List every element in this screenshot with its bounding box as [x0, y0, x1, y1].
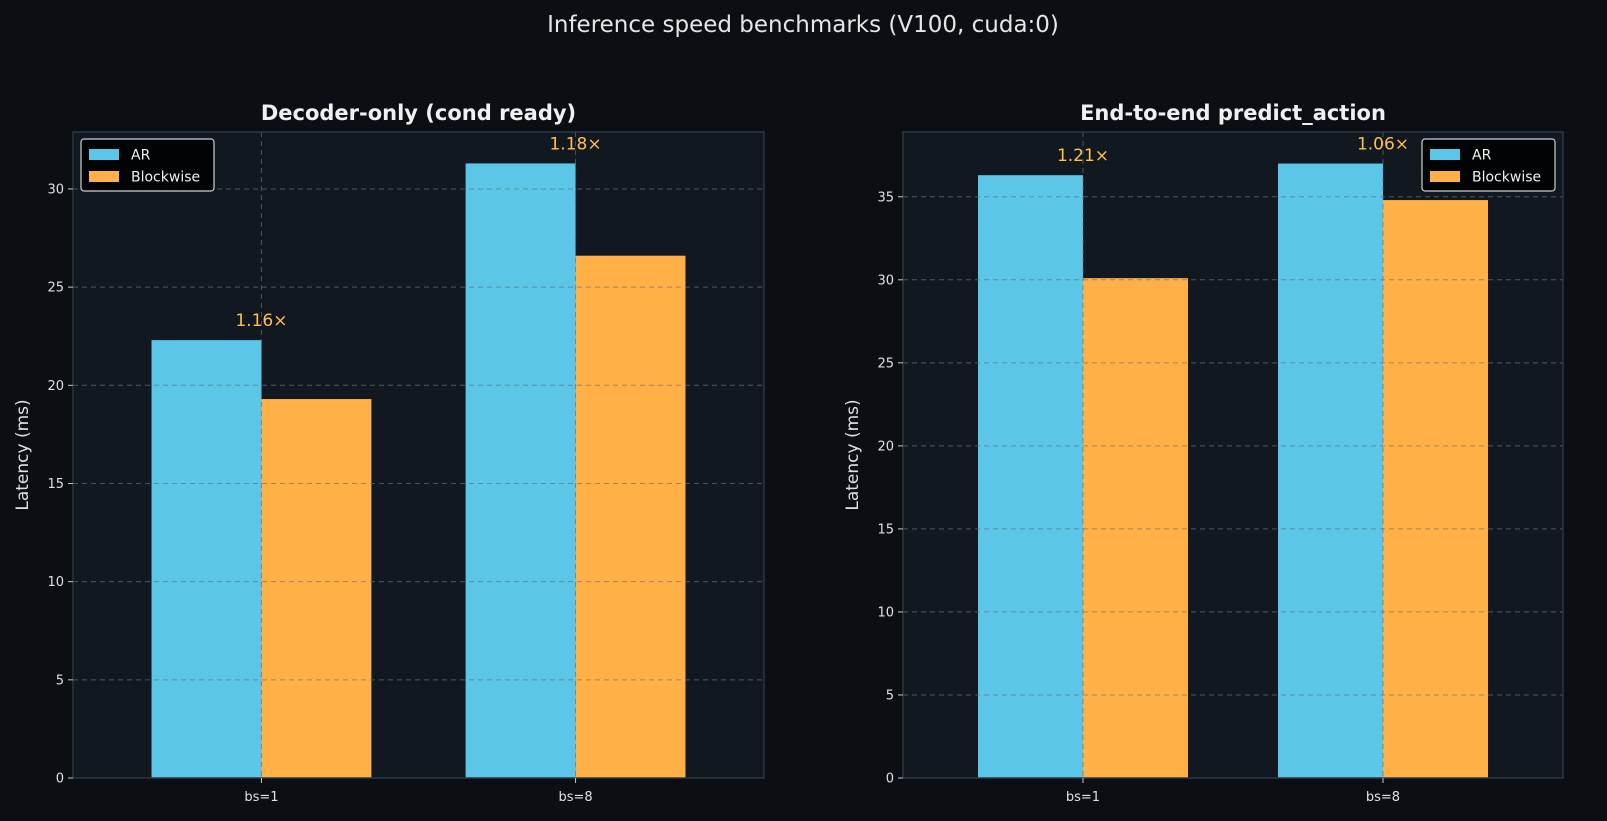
ytick-label: 10 — [877, 605, 894, 620]
bar-blockwise-bs=1 — [261, 399, 372, 778]
axes-frame — [902, 131, 1564, 779]
bar-ar-bs=1 — [151, 340, 262, 778]
bars — [978, 163, 1488, 779]
bar-ar-bs=8 — [1278, 163, 1383, 778]
legend-label-blockwise: Blockwise — [131, 170, 200, 186]
bars — [151, 163, 686, 779]
bar-blockwise-bs=8 — [575, 255, 686, 778]
bar-ar-bs=1 — [978, 175, 1083, 779]
bar-ar-bs=8 — [465, 163, 576, 779]
ytick-label: 0 — [56, 772, 64, 787]
charts: 1.16× 1.18× 0 5 10 15 20 25 30 bs=1 bs=8 Decoder-on… — [13, 101, 1564, 805]
y-axis-label: Latency (ms) — [13, 399, 33, 510]
legend-swatch-ar — [89, 149, 119, 160]
figure-title: Inference speed benchmarks (V100, cuda:0… — [547, 12, 1059, 38]
xtick-label: bs=1 — [1066, 790, 1100, 805]
legend-label-ar: AR — [1472, 148, 1492, 164]
ytick-label: 25 — [47, 281, 64, 296]
ytick-label: 20 — [47, 379, 64, 394]
ytick-label: 5 — [56, 673, 64, 688]
ytick-label: 10 — [47, 575, 64, 590]
legend-label-ar: AR — [131, 148, 151, 164]
ytick-label: 15 — [47, 477, 64, 492]
speedup-label: 1.21× — [1057, 146, 1109, 166]
ytick-label: 15 — [877, 522, 894, 537]
legend: AR Blockwise — [80, 138, 215, 192]
legend-label-blockwise: Blockwise — [1472, 170, 1541, 186]
ytick-label: 20 — [877, 439, 894, 454]
speedup-label: 1.16× — [235, 311, 287, 331]
xtick-label: bs=8 — [558, 790, 592, 805]
y-axis-label: Latency (ms) — [843, 399, 863, 510]
ytick-label: 5 — [886, 688, 894, 703]
xtick-label: bs=8 — [1366, 790, 1400, 805]
chart-title: Decoder-only (cond ready) — [261, 101, 576, 125]
axes-frame — [72, 131, 765, 779]
legend-swatch-blockwise — [89, 171, 119, 182]
speedup-label: 1.18× — [549, 134, 601, 154]
bar-blockwise-bs=8 — [1383, 200, 1488, 778]
ytick-label: 30 — [877, 273, 894, 288]
legend-swatch-blockwise — [1430, 171, 1460, 182]
legend-swatch-ar — [1430, 149, 1460, 160]
ytick-label: 25 — [877, 356, 894, 371]
bar-blockwise-bs=1 — [1083, 278, 1188, 778]
chart-panel-2: 1.21× 1.06× 0 5 10 15 20 25 30 35 bs=1 bs=8 End-to-e… — [843, 101, 1564, 805]
speedup-label: 1.06× — [1357, 135, 1409, 155]
legend: AR Blockwise — [1421, 138, 1556, 192]
ytick-label: 30 — [47, 182, 64, 197]
chart-title: End-to-end predict_action — [1080, 101, 1386, 125]
chart-panel-1: 1.16× 1.18× 0 5 10 15 20 25 30 bs=1 bs=8 Decoder-on… — [13, 101, 765, 805]
xtick-label: bs=1 — [244, 790, 278, 805]
ytick-label: 0 — [886, 772, 894, 787]
ytick-label: 35 — [877, 190, 894, 205]
